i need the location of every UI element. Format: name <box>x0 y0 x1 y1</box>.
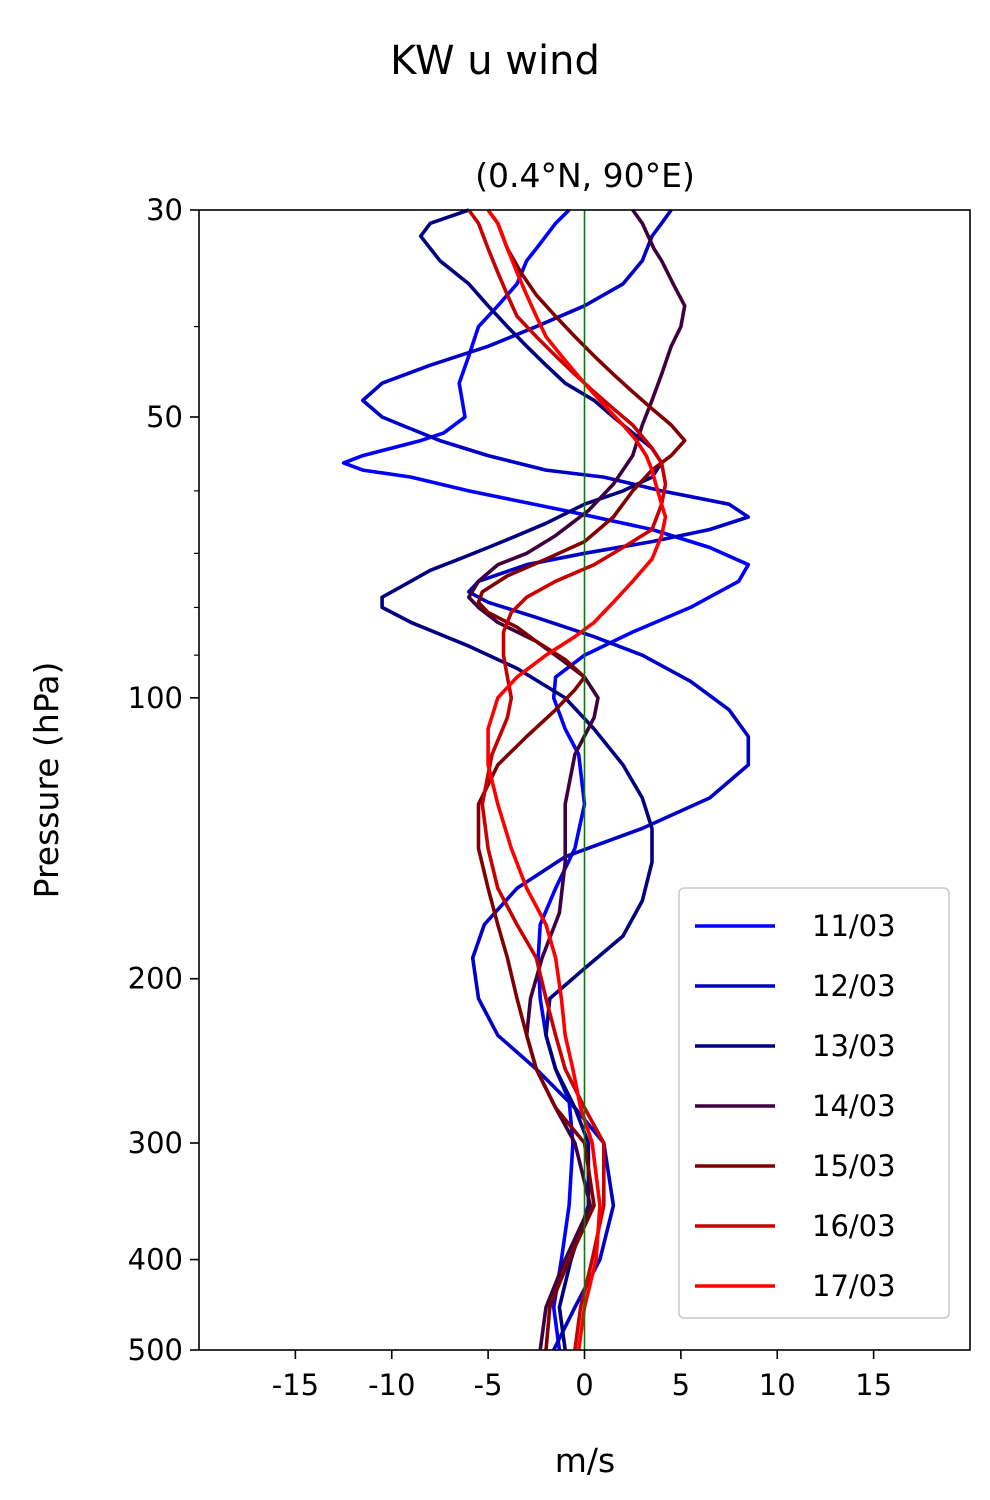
y-axis-ticks: 30 50 100 200 300 400 500 <box>128 193 199 1367</box>
legend-label: 14/03 <box>812 1089 896 1123</box>
x-tick-label: -15 <box>272 1368 319 1402</box>
x-axis-label: m/s <box>555 1441 615 1480</box>
x-tick-label: 5 <box>672 1368 690 1402</box>
series-line-17-03 <box>486 208 668 1351</box>
legend-label: 13/03 <box>812 1029 896 1063</box>
series-layer <box>341 208 751 1351</box>
y-tick-label: 500 <box>128 1333 183 1367</box>
legend-label: 12/03 <box>812 969 896 1003</box>
x-tick-label: 15 <box>855 1368 892 1402</box>
series-line-16-03 <box>467 208 668 1351</box>
legend-box <box>678 887 950 1319</box>
legend-label: 11/03 <box>812 909 896 943</box>
y-tick-label: 400 <box>128 1243 183 1277</box>
legend-label: 16/03 <box>812 1209 896 1243</box>
y-tick-label: 100 <box>128 681 183 715</box>
legend: 11/03 12/03 13/03 14/03 15/03 16/03 17/03 <box>678 887 950 1319</box>
x-tick-label: -5 <box>474 1368 503 1402</box>
x-tick-label: 10 <box>759 1368 796 1402</box>
series-line-15-03 <box>476 208 687 1351</box>
y-tick-label: 200 <box>128 962 183 996</box>
legend-label: 15/03 <box>812 1149 896 1183</box>
y-tick-label: 30 <box>146 193 183 227</box>
plot-frame <box>198 209 971 1351</box>
x-tick-label: 0 <box>575 1368 593 1402</box>
legend-label: 17/03 <box>812 1269 896 1303</box>
x-axis-ticks: -15 -10 -5 0 5 10 15 <box>272 1350 892 1402</box>
y-tick-label: 300 <box>128 1126 183 1160</box>
chart-title: KW u wind <box>390 38 600 84</box>
chart-subtitle: (0.4°N, 90°E) <box>475 156 695 195</box>
y-tick-label: 50 <box>146 400 183 434</box>
series-line-14-03 <box>467 208 687 1351</box>
x-tick-label: -10 <box>368 1368 415 1402</box>
y-axis-label: Pressure (hPa) <box>27 662 66 899</box>
